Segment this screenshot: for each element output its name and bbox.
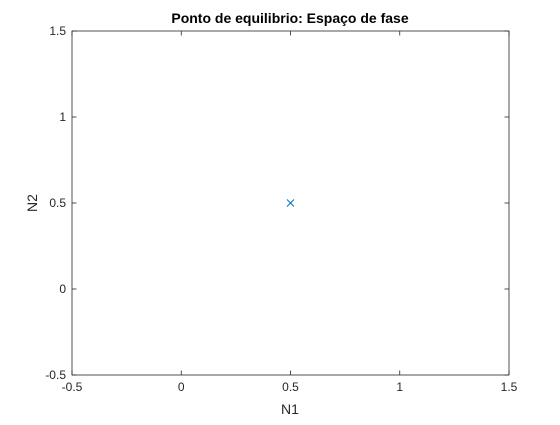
x-tick-label: 0.5 [282,380,299,394]
y-tick-label: 1 [59,110,66,124]
y-tick-label: 1.5 [49,24,66,38]
x-tick-label: 0 [178,380,185,394]
y-axis-label: N2 [24,194,40,212]
axes-box [71,30,510,376]
chart-title: Ponto de equilibrio: Espaço de fase [171,10,408,26]
x-tick-label: 1 [396,380,403,394]
data-point [286,199,295,207]
data-marks [286,199,295,207]
x-tick-label: -0.5 [62,380,83,394]
y-tick-label: 0 [59,282,66,296]
y-tick-label: -0.5 [45,368,66,382]
x-axis-label: N1 [281,401,299,417]
y-tick-label: 0.5 [49,196,66,210]
x-tick-label: 1.5 [501,380,518,394]
